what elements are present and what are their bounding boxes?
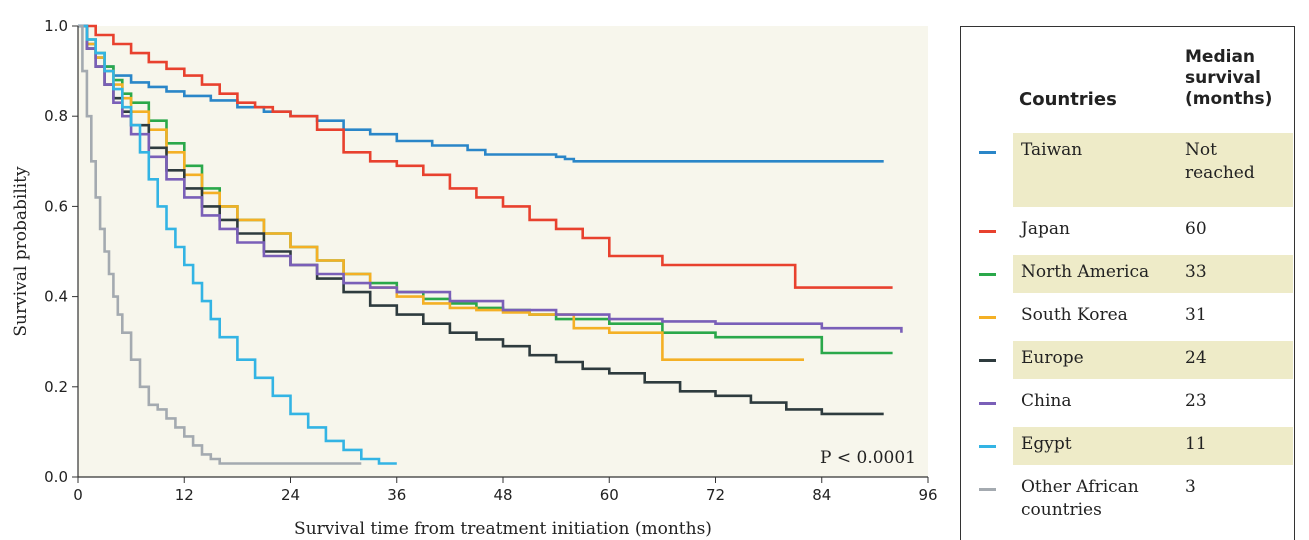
legend-swatch xyxy=(979,402,996,405)
x-tick-label: 72 xyxy=(706,486,725,504)
legend-median-value: 31 xyxy=(1185,305,1207,325)
x-tick-label: 60 xyxy=(600,486,619,504)
x-tick-label: 36 xyxy=(387,486,406,504)
legend-median-value: 11 xyxy=(1185,434,1207,454)
legend-country-name: China xyxy=(1021,391,1072,411)
series-line-europe xyxy=(78,24,884,416)
legend-header-median: Median survival (months) xyxy=(1185,47,1273,109)
y-tick-label: 0.8 xyxy=(44,107,68,125)
legend-header: Countries Median survival (months) xyxy=(961,27,1294,131)
legend-median-value: Not reached xyxy=(1185,140,1255,183)
legend-median-value: 24 xyxy=(1185,348,1207,368)
legend-median-value: 60 xyxy=(1185,219,1207,239)
x-axis-label: Survival time from treatment initiation … xyxy=(294,519,712,539)
legend-country-name: Europe xyxy=(1021,348,1084,368)
y-axis-label: Survival probability xyxy=(11,166,31,337)
legend-row: Japan 60 xyxy=(979,212,1293,250)
legend-country-name: North America xyxy=(1021,262,1150,282)
legend-median-value: 3 xyxy=(1185,477,1196,497)
x-tick-label: 84 xyxy=(812,486,831,504)
survival-chart: 0 12 24 36 48 60 72 84 96 0.0 0.2 0.4 0.6 0.8 1.0 P < … xyxy=(11,17,938,539)
legend-row: China 23 xyxy=(979,384,1293,422)
legend-swatch xyxy=(979,151,996,154)
legend-swatch xyxy=(979,359,996,362)
legend-row: South Korea 31 xyxy=(979,298,1293,336)
legend-swatch xyxy=(979,273,996,276)
legend-swatch xyxy=(979,445,996,448)
series-line-egypt xyxy=(78,24,397,465)
x-tick-label: 12 xyxy=(175,486,194,504)
x-tick-label: 96 xyxy=(918,486,937,504)
x-tick-label: 24 xyxy=(281,486,300,504)
legend-swatch xyxy=(979,316,996,319)
p-value-annotation: P < 0.0001 xyxy=(820,448,916,468)
legend-country-name: Taiwan xyxy=(1021,140,1083,160)
legend-row: Europe 24 xyxy=(979,341,1293,379)
x-tick-label: 0 xyxy=(73,486,83,504)
x-tick-label: 48 xyxy=(493,486,512,504)
legend-country-name: Japan xyxy=(1021,219,1070,239)
legend-row: Egypt 11 xyxy=(979,427,1293,465)
y-tick-label: 0.4 xyxy=(44,288,68,306)
legend-row: Other African countries 3 xyxy=(979,470,1293,536)
legend-row: North America 33 xyxy=(979,255,1293,293)
series-line-south-korea xyxy=(78,24,804,361)
series-line-china xyxy=(78,24,903,333)
series-line-other-african-countries xyxy=(78,24,362,465)
legend-country-name: Other African countries xyxy=(1021,477,1139,520)
legend-header-countries: Countries xyxy=(1019,89,1117,110)
legend-median-value: 23 xyxy=(1185,391,1207,411)
legend-swatch xyxy=(979,488,996,491)
legend-median-value: 33 xyxy=(1185,262,1207,282)
legend-table: Countries Median survival (months) Taiwa… xyxy=(960,26,1295,540)
y-tick-label: 0.6 xyxy=(44,197,68,215)
series-line-japan xyxy=(78,24,893,289)
legend-row: Taiwan Not reached xyxy=(979,133,1293,207)
legend-country-name: Egypt xyxy=(1021,434,1072,454)
legend-country-name: South Korea xyxy=(1021,305,1128,325)
y-tick-label: 1.0 xyxy=(44,17,68,35)
legend-swatch xyxy=(979,230,996,233)
y-tick-label: 0.2 xyxy=(44,378,68,396)
y-tick-label: 0.0 xyxy=(44,468,68,486)
